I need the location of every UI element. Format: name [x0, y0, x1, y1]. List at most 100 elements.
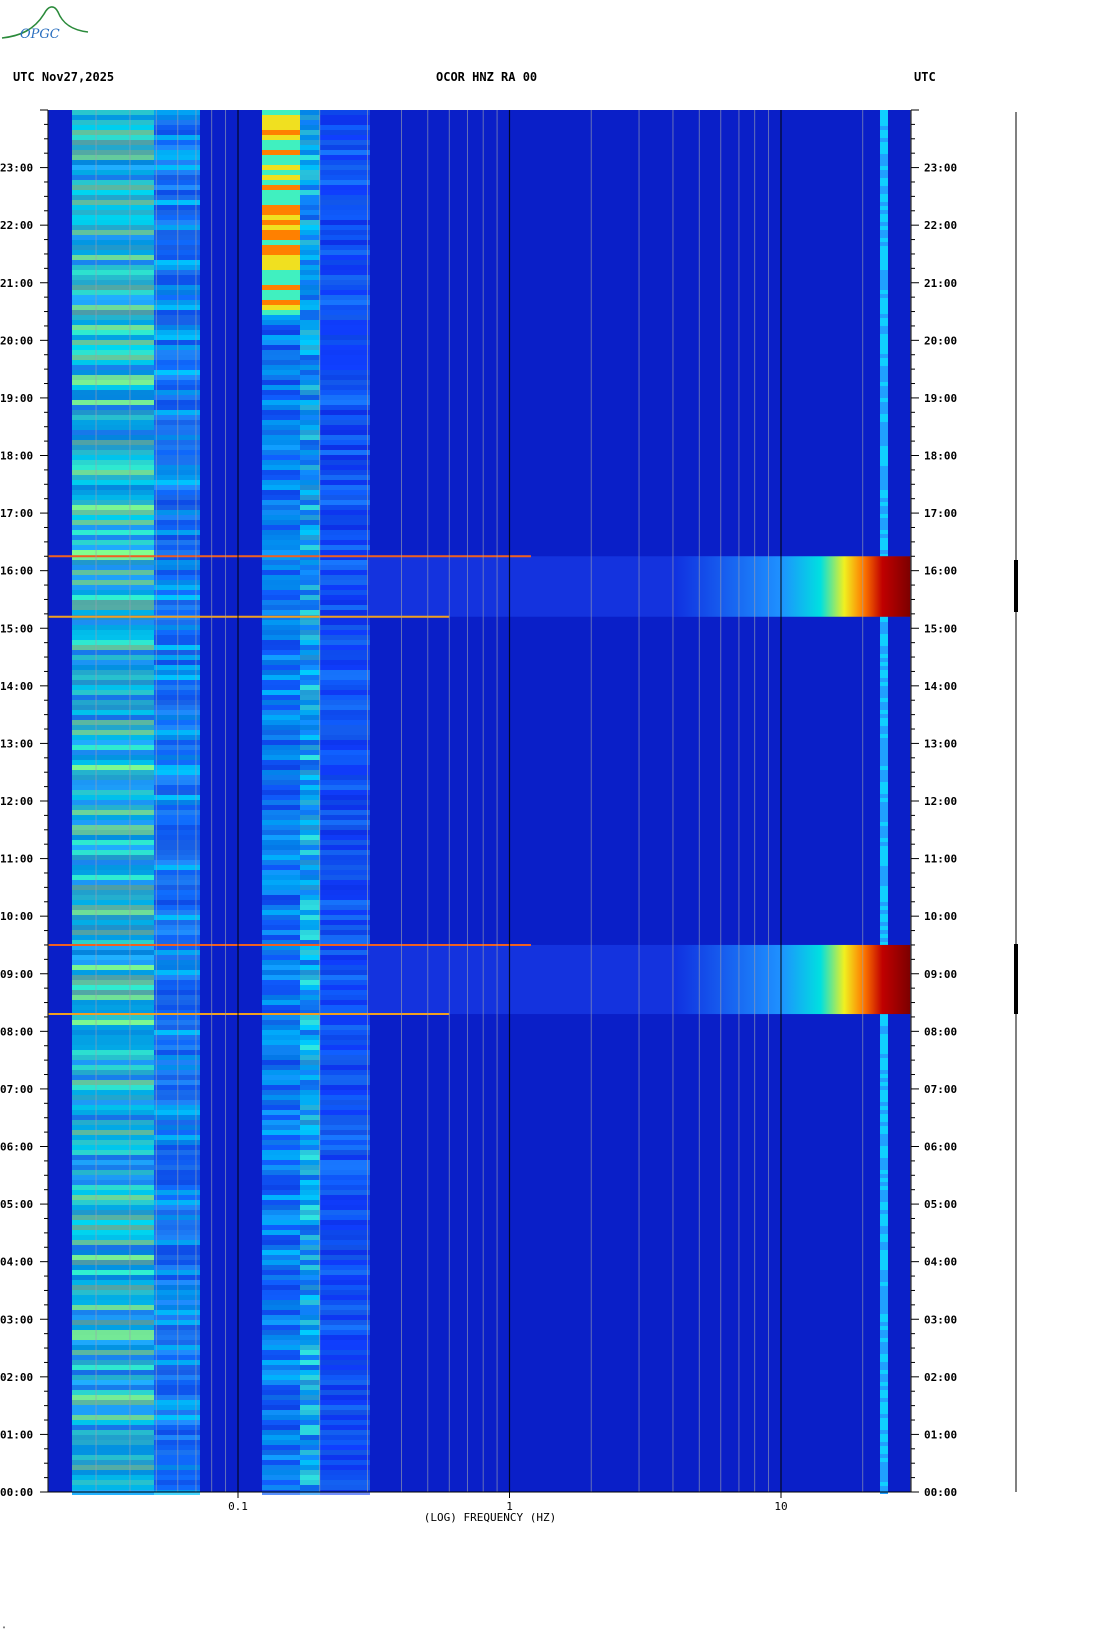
- hf-streak-cell: [880, 850, 888, 854]
- spectral-cell: [300, 195, 320, 200]
- hf-streak-cell: [880, 438, 888, 442]
- spectral-cell: [154, 880, 200, 885]
- spectral-cell: [72, 1370, 154, 1375]
- spectral-cell: [300, 120, 320, 125]
- spectral-cell: [300, 1130, 320, 1135]
- spectral-cell: [72, 490, 154, 495]
- hf-streak-cell: [880, 286, 888, 290]
- spectral-cell: [72, 620, 154, 625]
- spectral-cell: [154, 1450, 200, 1455]
- spectral-cell: [300, 985, 320, 990]
- spectral-cell: [262, 340, 300, 345]
- spectral-cell: [72, 625, 154, 630]
- hf-streak-cell: [880, 454, 888, 458]
- hf-streak-cell: [880, 1138, 888, 1142]
- spectral-cell: [154, 245, 200, 250]
- hf-streak-cell: [880, 1262, 888, 1266]
- hf-streak-cell: [880, 822, 888, 826]
- hf-streak-cell: [880, 270, 888, 274]
- spectral-cell: [154, 1475, 200, 1480]
- spectral-cell: [320, 830, 370, 835]
- spectral-cell: [262, 400, 300, 405]
- spectral-cell: [154, 1225, 200, 1230]
- spectral-cell: [154, 1130, 200, 1135]
- spectral-cell: [154, 1095, 200, 1100]
- spectral-cell: [154, 180, 200, 185]
- hf-streak-cell: [880, 1322, 888, 1326]
- hf-streak-cell: [880, 154, 888, 158]
- spectral-cell: [262, 440, 300, 445]
- spectral-cell: [154, 1290, 200, 1295]
- spectral-cell: [262, 1055, 300, 1060]
- spectral-cell: [300, 555, 320, 560]
- spectral-cell: [262, 760, 300, 765]
- spectral-cell: [262, 315, 300, 320]
- spectral-cell: [72, 1190, 154, 1195]
- hf-streak-cell: [880, 242, 888, 246]
- spectral-cell: [300, 180, 320, 185]
- spectral-cell: [320, 270, 370, 275]
- spectral-cell: [262, 610, 300, 615]
- spectral-cell: [154, 1040, 200, 1045]
- hf-streak-cell: [880, 1462, 888, 1466]
- spectral-cell: [72, 1310, 154, 1315]
- spectral-cell: [262, 905, 300, 910]
- spectral-cell: [320, 600, 370, 605]
- hf-streak-cell: [880, 894, 888, 898]
- spectral-cell: [320, 325, 370, 330]
- spectral-cell: [320, 295, 370, 300]
- spectral-cell: [154, 610, 200, 615]
- spectral-cell: [154, 1060, 200, 1065]
- spectral-cell: [154, 270, 200, 275]
- hf-streak-cell: [880, 754, 888, 758]
- hf-streak-cell: [880, 214, 888, 218]
- spectral-cell: [320, 500, 370, 505]
- spectral-cell: [300, 1075, 320, 1080]
- spectral-cell: [154, 1125, 200, 1130]
- spectral-cell: [320, 200, 370, 205]
- spectral-cell: [300, 1195, 320, 1200]
- spectral-cell: [72, 960, 154, 965]
- spectral-cell: [154, 255, 200, 260]
- spectral-cell: [154, 490, 200, 495]
- hf-streak-cell: [880, 210, 888, 214]
- spectral-cell: [262, 390, 300, 395]
- spectral-cell: [320, 540, 370, 545]
- spectral-cell: [72, 815, 154, 820]
- hf-streak-cell: [880, 1330, 888, 1334]
- y-tick-label-right: 09:00: [924, 968, 957, 981]
- spectral-cell: [320, 1070, 370, 1075]
- spectral-cell: [300, 365, 320, 370]
- spectral-cell: [154, 485, 200, 490]
- spectral-cell: [154, 275, 200, 280]
- spectral-cell: [262, 605, 300, 610]
- spectral-cell: [154, 695, 200, 700]
- spectral-cell: [320, 425, 370, 430]
- spectral-cell: [262, 810, 300, 815]
- spectral-cell: [72, 1165, 154, 1170]
- spectral-cell: [320, 640, 370, 645]
- spectral-cell: [72, 1170, 154, 1175]
- y-tick-label-right: 01:00: [924, 1428, 957, 1441]
- microseism-cell: [262, 275, 300, 280]
- spectral-cell: [72, 1365, 154, 1370]
- spectral-cell: [300, 1345, 320, 1350]
- spectral-cell: [262, 805, 300, 810]
- spectral-cell: [154, 405, 200, 410]
- microseism-cell: [262, 175, 300, 180]
- spectral-cell: [320, 150, 370, 155]
- y-tick-label-right: 00:00: [924, 1486, 957, 1499]
- hf-streak-cell: [880, 766, 888, 770]
- hf-streak-cell: [880, 786, 888, 790]
- spectral-cell: [72, 270, 154, 275]
- spectral-cell: [72, 1160, 154, 1165]
- hf-streak-cell: [880, 854, 888, 858]
- spectral-cell: [320, 335, 370, 340]
- hf-streak-cell: [880, 202, 888, 206]
- spectral-cell: [72, 1125, 154, 1130]
- hf-streak-cell: [880, 142, 888, 146]
- spectral-cell: [300, 1335, 320, 1340]
- spectral-cell: [300, 220, 320, 225]
- spectral-cell: [300, 1115, 320, 1120]
- spectral-cell: [72, 555, 154, 560]
